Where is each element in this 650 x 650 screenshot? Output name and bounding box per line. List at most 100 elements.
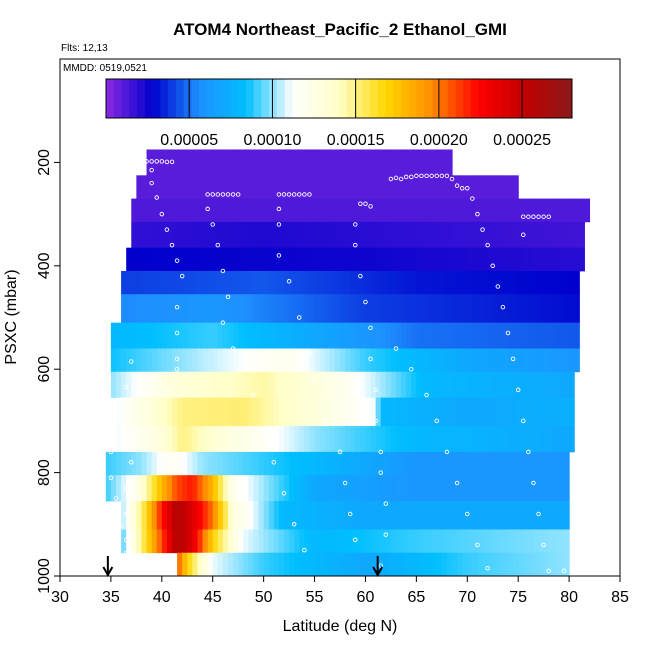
heatmap-cell bbox=[284, 149, 290, 176]
heatmap-cell bbox=[182, 475, 188, 502]
heatmap-cell bbox=[278, 247, 285, 272]
heatmap-cell bbox=[355, 198, 361, 223]
heatmap-cell bbox=[492, 475, 499, 502]
heatmap-cell bbox=[350, 175, 356, 199]
heatmap-cell bbox=[553, 270, 560, 295]
heatmap-cell bbox=[110, 348, 117, 373]
heatmap-cell bbox=[426, 397, 433, 427]
heatmap-cell bbox=[197, 221, 204, 249]
heatmap-cell bbox=[345, 552, 351, 576]
heatmap-cell bbox=[390, 451, 397, 476]
heatmap-cell bbox=[299, 451, 305, 476]
heatmap-cell bbox=[513, 501, 519, 530]
heatmap-cell bbox=[217, 451, 224, 476]
heatmap-cell bbox=[558, 270, 565, 295]
heatmap-cell bbox=[253, 397, 260, 427]
data-point bbox=[174, 258, 180, 263]
heatmap-cell bbox=[365, 451, 372, 476]
heatmap-cell bbox=[151, 529, 158, 554]
heatmap-cell bbox=[166, 247, 173, 272]
heatmap-cell bbox=[457, 475, 463, 502]
heatmap-cell bbox=[110, 322, 117, 349]
heatmap-cell bbox=[182, 270, 188, 295]
heatmap-cell bbox=[217, 397, 224, 427]
data-point bbox=[149, 159, 154, 164]
heatmap-cell bbox=[426, 529, 433, 554]
heatmap-cell bbox=[472, 348, 479, 373]
heatmap-cell bbox=[564, 475, 570, 502]
heatmap-cell bbox=[324, 552, 331, 576]
heatmap-cell bbox=[492, 294, 499, 324]
data-point bbox=[123, 485, 129, 491]
heatmap-cell bbox=[278, 270, 285, 295]
heatmap-cell bbox=[492, 426, 499, 453]
heatmap-cell bbox=[462, 221, 468, 249]
heatmap-cell bbox=[462, 175, 468, 199]
heatmap-cell bbox=[569, 294, 575, 324]
colorbar-swatch bbox=[214, 79, 223, 118]
heatmap-cell bbox=[294, 529, 300, 554]
heatmap-cell bbox=[131, 322, 137, 349]
heatmap-cell bbox=[528, 221, 535, 249]
heatmap-cell bbox=[482, 294, 489, 324]
heatmap-cell bbox=[253, 501, 260, 530]
heatmap-cell bbox=[273, 348, 280, 373]
heatmap-cell bbox=[253, 198, 260, 223]
arrow-head bbox=[102, 566, 114, 578]
heatmap-cell bbox=[136, 348, 143, 373]
heatmap-cell bbox=[477, 348, 484, 373]
heatmap-cell bbox=[467, 451, 473, 476]
heatmap-cell bbox=[472, 221, 479, 249]
heatmap-cell bbox=[538, 451, 545, 476]
data-point bbox=[276, 253, 282, 258]
heatmap-cell bbox=[487, 175, 494, 199]
heatmap-cell bbox=[472, 426, 479, 453]
heatmap-cell bbox=[579, 198, 585, 223]
data-point bbox=[368, 325, 373, 331]
colorbar-tick-label: 0.00015 bbox=[327, 132, 385, 149]
heatmap-cell bbox=[299, 149, 305, 176]
heatmap-cell bbox=[411, 397, 417, 427]
heatmap-cell bbox=[228, 247, 234, 272]
heatmap-cell bbox=[319, 149, 326, 176]
heatmap-cell bbox=[309, 221, 316, 249]
heatmap-cell bbox=[299, 294, 305, 324]
heatmap-cell bbox=[431, 270, 438, 295]
heatmap-cell bbox=[380, 221, 387, 249]
colorbar-swatch bbox=[238, 79, 247, 118]
heatmap-cell bbox=[365, 221, 372, 249]
heatmap-cell bbox=[533, 198, 540, 223]
data-point bbox=[459, 185, 465, 191]
heatmap-cell bbox=[192, 348, 199, 373]
heatmap-cell bbox=[172, 221, 178, 249]
heatmap-cell bbox=[136, 371, 143, 399]
heatmap-cell bbox=[141, 198, 148, 223]
heatmap-cell bbox=[360, 451, 367, 476]
heatmap-cell bbox=[278, 501, 285, 530]
heatmap-cell bbox=[482, 475, 489, 502]
heatmap-cell bbox=[334, 451, 341, 476]
heatmap-cell bbox=[156, 348, 163, 373]
heatmap-cell bbox=[141, 322, 148, 349]
heatmap-cell bbox=[202, 348, 209, 373]
heatmap-cell bbox=[166, 475, 173, 502]
heatmap-cell bbox=[497, 247, 504, 272]
data-point bbox=[276, 192, 282, 197]
heatmap-cell bbox=[396, 348, 402, 373]
heatmap-cell bbox=[523, 348, 529, 373]
heatmap-cell bbox=[268, 426, 275, 453]
heatmap-cell bbox=[319, 501, 326, 530]
heatmap-cell bbox=[258, 426, 265, 453]
heatmap-cell bbox=[289, 322, 295, 349]
heatmap-cell bbox=[182, 322, 188, 349]
data-point bbox=[454, 183, 460, 188]
heatmap-cell bbox=[309, 294, 316, 324]
heatmap-cell bbox=[284, 501, 290, 530]
heatmap-cell bbox=[278, 322, 285, 349]
heatmap-cell bbox=[146, 294, 153, 324]
colorbar-swatch bbox=[362, 79, 371, 118]
heatmap-cell bbox=[263, 475, 270, 502]
heatmap-cell bbox=[518, 475, 524, 502]
data-point bbox=[465, 185, 470, 191]
heatmap-cell bbox=[284, 426, 290, 453]
